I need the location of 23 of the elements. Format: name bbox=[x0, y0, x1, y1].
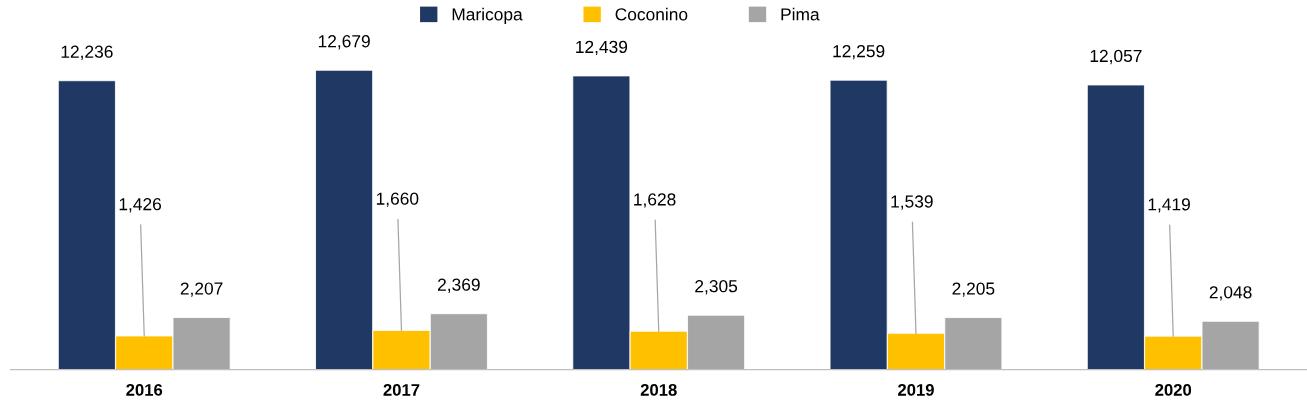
data-label: 2,205 bbox=[952, 282, 995, 297]
legend-label: Maricopa bbox=[452, 7, 523, 24]
data-label: 12,236 bbox=[61, 45, 113, 60]
data-label: 12,679 bbox=[318, 35, 370, 50]
x-tick-label: 2017 bbox=[383, 383, 420, 396]
data-label: 2,305 bbox=[695, 280, 738, 295]
data-label: 12,439 bbox=[576, 40, 628, 56]
data-label: 2,369 bbox=[438, 278, 480, 293]
legend-label: Pima bbox=[781, 7, 820, 21]
x-tick-label: 2018 bbox=[640, 383, 677, 396]
x-tick-label: 2019 bbox=[898, 383, 934, 396]
data-label: 12,057 bbox=[1090, 49, 1142, 65]
legend-label: Coconino bbox=[615, 7, 688, 21]
x-tick-label: 2016 bbox=[126, 383, 163, 396]
data-label: 12,259 bbox=[833, 45, 885, 60]
data-label: 1,660 bbox=[376, 192, 419, 207]
data-label: 1,628 bbox=[634, 193, 676, 208]
data-label: 2,207 bbox=[180, 282, 223, 297]
data-label: 1,426 bbox=[119, 198, 162, 213]
data-label: 1,539 bbox=[891, 195, 933, 210]
data-label: 1,419 bbox=[1148, 198, 1190, 213]
data-label: 2,048 bbox=[1209, 286, 1252, 301]
x-tick-label: 2020 bbox=[1155, 383, 1192, 396]
